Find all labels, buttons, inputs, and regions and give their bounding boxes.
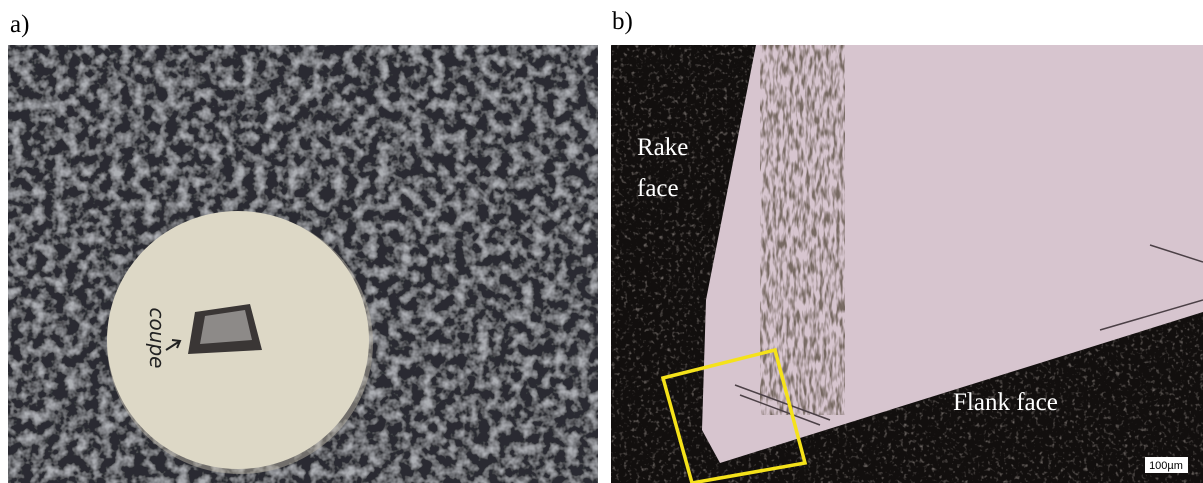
scale-bar-label: 100µm xyxy=(1149,460,1183,472)
scale-bar xyxy=(1145,457,1188,473)
micrograph-b: Rake face Flank face 100µm xyxy=(611,45,1203,483)
annotation: Rake xyxy=(637,134,688,161)
panel-label: a) xyxy=(10,11,29,38)
handwritten-note: coupe xyxy=(145,308,169,369)
photo-a: coupe xyxy=(8,45,598,483)
highlight-box xyxy=(660,347,808,483)
annotation: face xyxy=(637,175,679,202)
annotation: Flank face xyxy=(953,389,1058,416)
panel-label: b) xyxy=(612,8,633,35)
